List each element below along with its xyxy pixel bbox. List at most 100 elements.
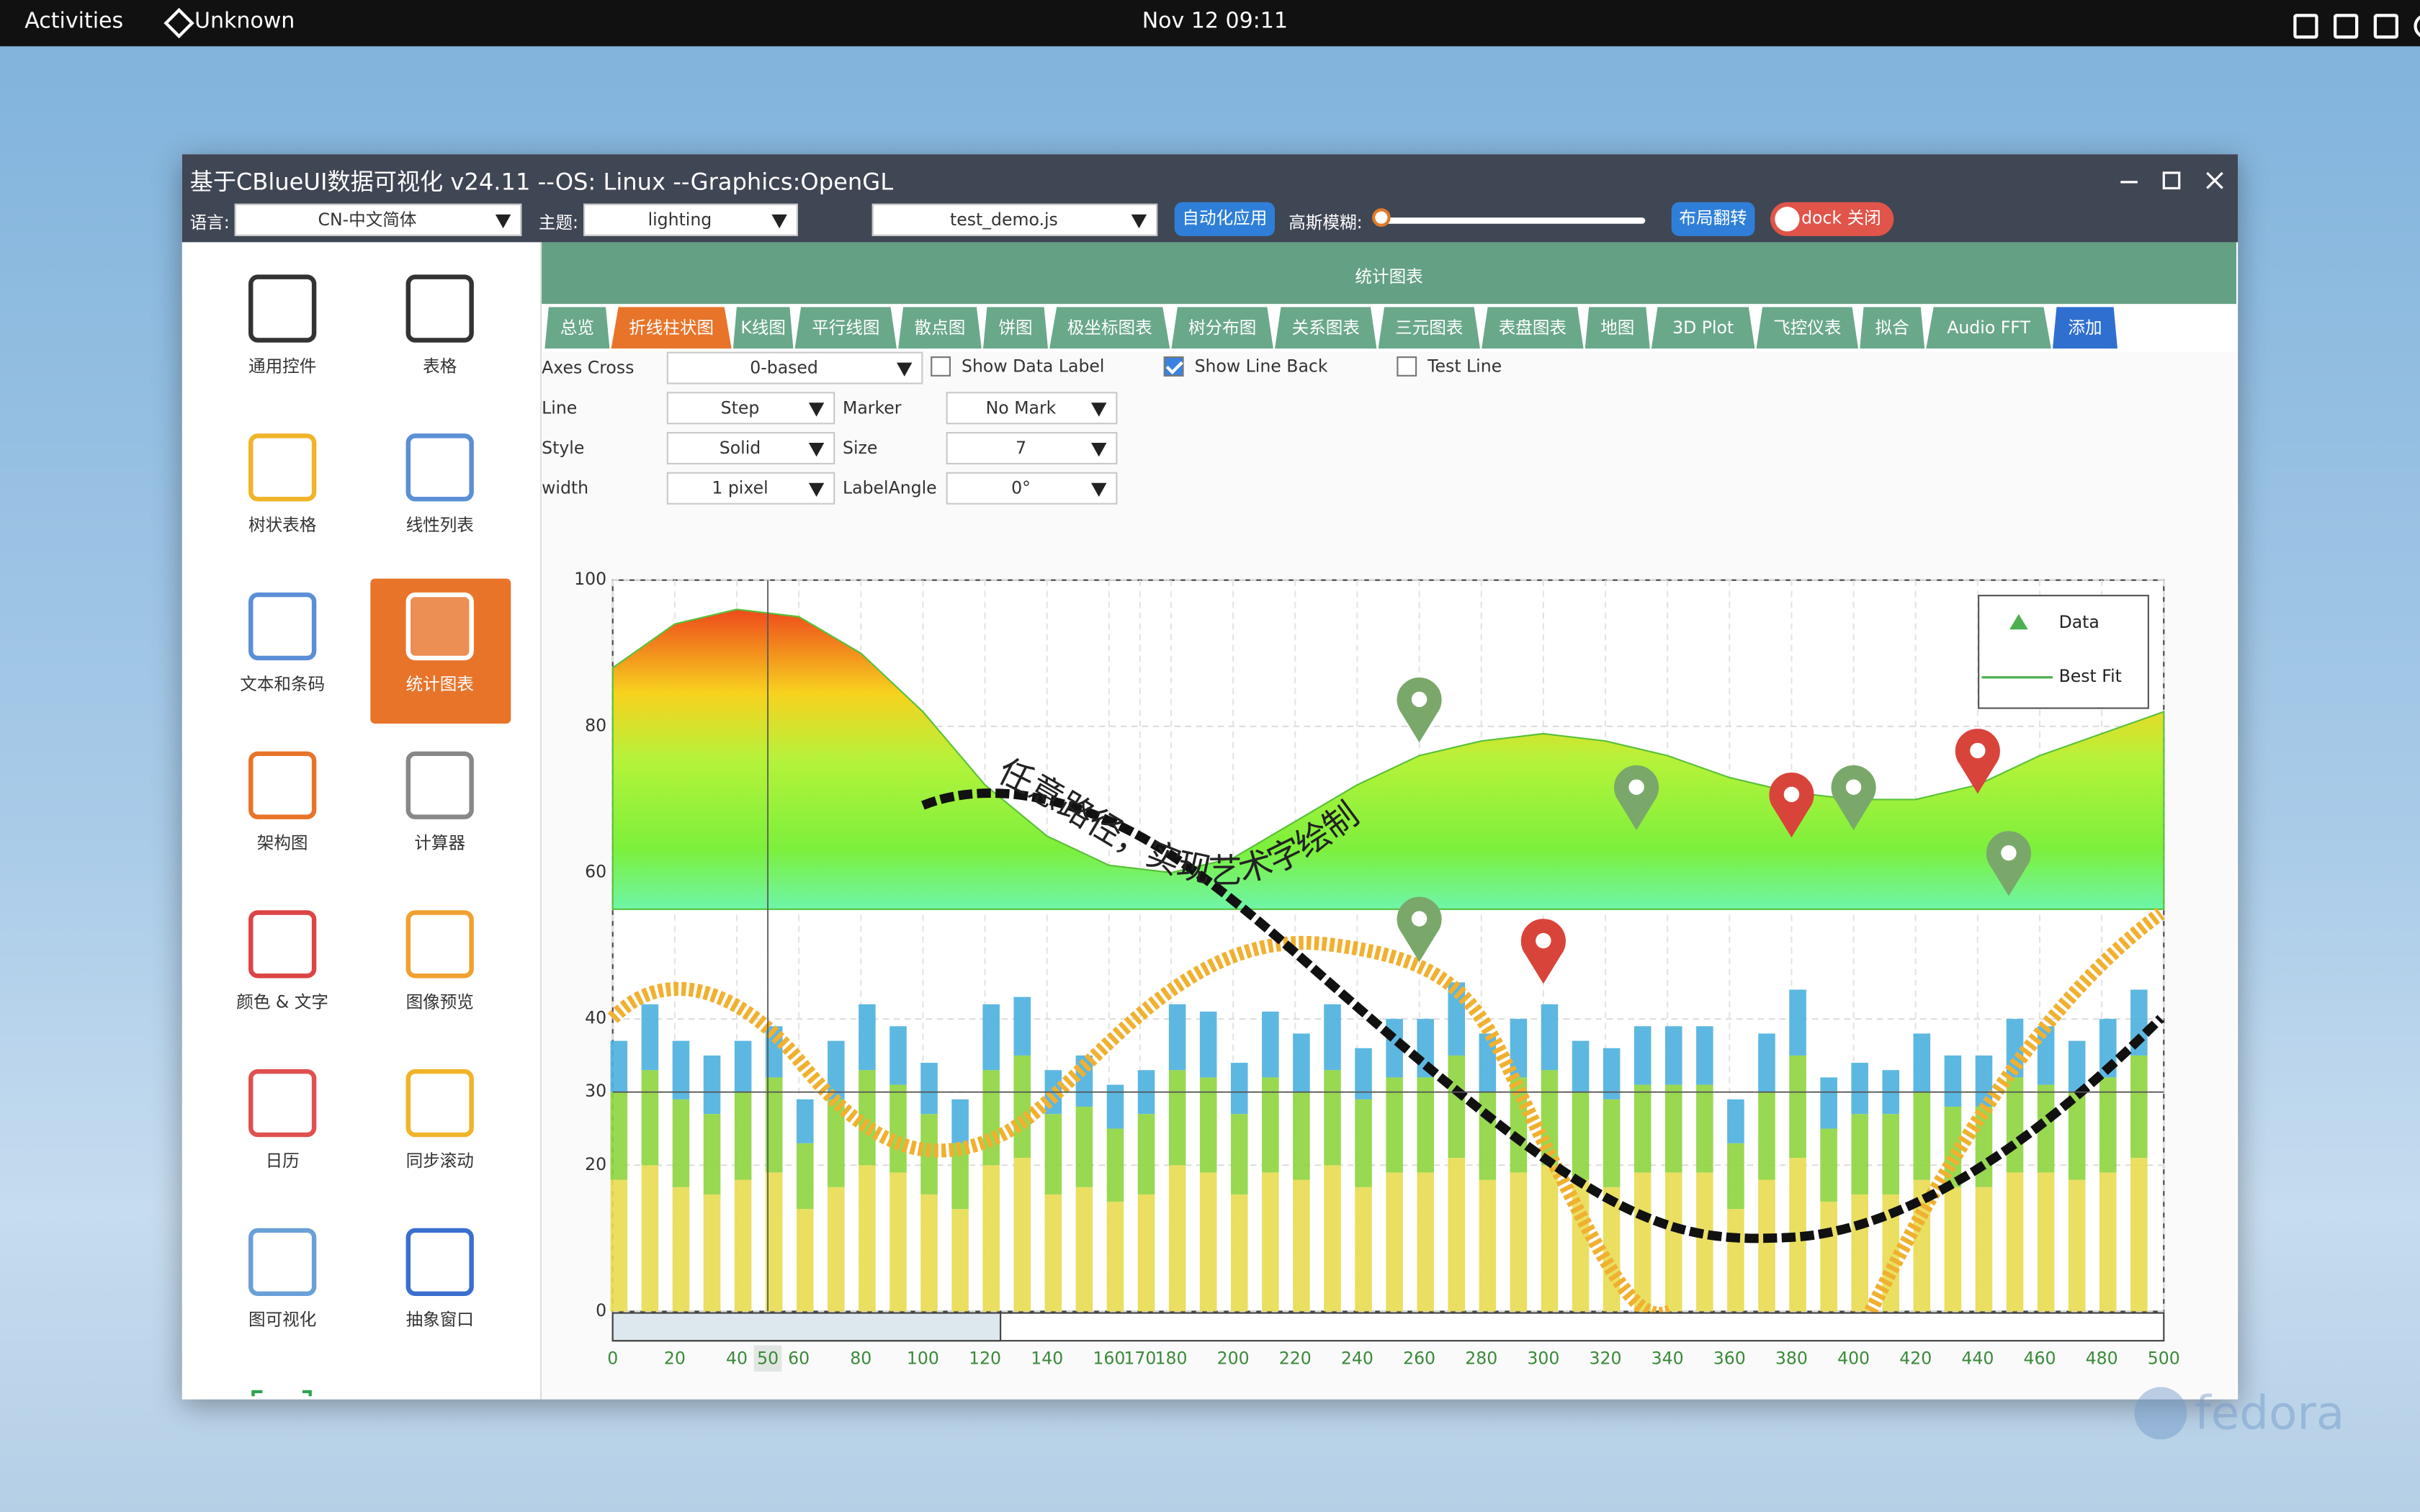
- pin: [1769, 773, 1814, 838]
- dropdown-arrow: [808, 482, 825, 497]
- sidebar-label[interactable]: 同步滚动: [405, 1151, 474, 1171]
- dropdown[interactable]: Step: [666, 392, 835, 425]
- x-tick-label: 400: [1837, 1348, 1870, 1368]
- tab[interactable]: K线图: [732, 307, 794, 349]
- blur-slider-knob[interactable]: [1372, 208, 1391, 227]
- area: [611, 608, 2165, 910]
- bar-segment: [610, 1040, 628, 1092]
- pin: [1831, 765, 1876, 831]
- tab[interactable]: 散点图: [898, 307, 982, 349]
- window-title: 基于CBlueUI数据可视化 v24.11 --OS: Linux --Grap…: [189, 168, 894, 197]
- sidebar-icon: [248, 751, 317, 819]
- watermark: fedora: [2195, 1387, 2344, 1441]
- bar-segment: [1696, 1026, 1713, 1085]
- sidebar-label[interactable]: 日历: [265, 1151, 300, 1171]
- sidebar-label[interactable]: 通用控件: [248, 356, 317, 377]
- sidebar-label[interactable]: 图像预览: [405, 991, 474, 1012]
- x-tick-label: 300: [1527, 1348, 1559, 1368]
- pin: [1520, 919, 1566, 984]
- tab[interactable]: Audio FFT: [1926, 307, 2051, 349]
- tab[interactable]: 饼图: [983, 307, 1048, 349]
- bar-segment: [2068, 1040, 2086, 1092]
- tab[interactable]: 平行线图: [794, 307, 897, 349]
- checkbox[interactable]: [1163, 356, 1184, 377]
- bar-segment: [796, 1209, 814, 1312]
- sidebar: [182, 242, 542, 1400]
- bar-segment: [1262, 1172, 1279, 1312]
- bar-segment: [2068, 1092, 2086, 1180]
- sidebar-label[interactable]: 颜色 & 文字: [236, 991, 328, 1012]
- x-tick-label: 260: [1403, 1348, 1435, 1368]
- tab[interactable]: 地图: [1585, 307, 1650, 349]
- pin: [1397, 677, 1442, 743]
- spring-decoration: [1864, 907, 2165, 1315]
- dropdown[interactable]: 0-based: [666, 351, 923, 384]
- bar-segment: [1324, 1165, 1341, 1312]
- x-tick-label: 320: [1590, 1348, 1622, 1368]
- sidebar-label[interactable]: 架构图: [256, 833, 308, 853]
- flip-button[interactable]: 布局翻转: [1671, 202, 1755, 236]
- checkbox[interactable]: [931, 356, 951, 377]
- tab[interactable]: 表盘图表: [1482, 307, 1584, 349]
- dropdown[interactable]: 7: [946, 432, 1118, 464]
- dropdown[interactable]: lighting: [583, 203, 798, 236]
- tab[interactable]: 关系图表: [1275, 307, 1377, 349]
- bar-segment: [765, 1172, 783, 1312]
- sidebar-label[interactable]: 计算器: [414, 833, 466, 853]
- bar-segment: [1572, 1040, 1590, 1092]
- bar-segment: [1634, 1172, 1652, 1312]
- dropdown[interactable]: 0°: [946, 472, 1118, 505]
- marker-label: Marker: [843, 397, 902, 418]
- bar-segment: [1075, 1107, 1093, 1187]
- bar-segment: [1758, 1092, 1775, 1180]
- dropdown-value: 7: [1016, 438, 1026, 459]
- sidebar-label[interactable]: 文本和条码: [240, 674, 326, 695]
- bar-segment: [2099, 1077, 2117, 1173]
- sidebar-label[interactable]: 树状表格: [248, 515, 317, 536]
- dropdown-value: 0-based: [750, 358, 818, 378]
- sidebar-label[interactable]: 图可视化: [248, 1310, 317, 1331]
- tab[interactable]: 树分布图: [1171, 307, 1273, 349]
- blur-slider-track: [1381, 217, 1646, 224]
- sidebar-icon: [248, 910, 317, 978]
- sidebar-icon: [405, 1069, 474, 1138]
- sidebar-active: [370, 578, 511, 724]
- sidebar-icon: [248, 1069, 317, 1138]
- bar-segment: [1851, 1114, 1868, 1194]
- tab[interactable]: 极坐标图表: [1049, 307, 1170, 349]
- x-tick-label: 140: [1031, 1348, 1063, 1368]
- bar-segment: [703, 1114, 721, 1194]
- sidebar-label[interactable]: 统计图表: [405, 674, 474, 695]
- sidebar-icon: [405, 1228, 474, 1296]
- dropdown[interactable]: CN-中文简体: [234, 203, 522, 236]
- bar-segment: [1386, 1077, 1403, 1173]
- dropdown-value: Solid: [719, 438, 761, 459]
- tab[interactable]: 飞控仪表: [1756, 307, 1858, 349]
- auto-button[interactable]: 自动化应用: [1174, 202, 1275, 236]
- checkbox-label: Show Data Label: [962, 356, 1105, 377]
- checkbox[interactable]: [1397, 356, 1417, 377]
- dock-toggle[interactable]: dock 关闭: [1770, 202, 1894, 236]
- bar-segment: [1820, 1077, 1837, 1129]
- tab[interactable]: 3D Plot: [1651, 307, 1755, 349]
- tab[interactable]: 拟合: [1860, 307, 1925, 349]
- dropdown[interactable]: Solid: [666, 432, 835, 464]
- sidebar-label[interactable]: 线性列表: [405, 515, 474, 536]
- tab[interactable]: 三元图表: [1378, 307, 1480, 349]
- dropdown[interactable]: No Mark: [946, 392, 1118, 425]
- pin: [1955, 729, 2000, 794]
- sidebar-label[interactable]: 抽象窗口: [405, 1310, 474, 1331]
- dropdown[interactable]: test_demo.js: [871, 203, 1158, 236]
- pin-hole: [2001, 845, 2017, 861]
- bar-segment: [1696, 1084, 1713, 1173]
- checkbox-label: Test Line: [1428, 356, 1502, 377]
- tab[interactable]: 添加: [2053, 307, 2118, 349]
- range-selection: [611, 1312, 1002, 1342]
- tab[interactable]: 折线柱状图: [611, 307, 732, 349]
- dropdown[interactable]: 1 pixel: [666, 472, 835, 505]
- bar-segment: [1137, 1194, 1155, 1312]
- tab[interactable]: 总览: [544, 307, 610, 349]
- sidebar-label[interactable]: 表格: [423, 356, 457, 377]
- legend-label: Data: [2059, 612, 2099, 632]
